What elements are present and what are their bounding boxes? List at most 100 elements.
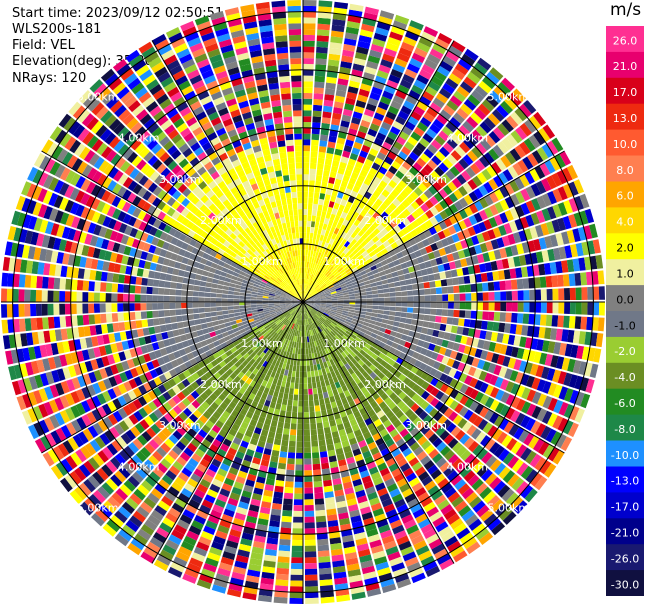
ppi-gate: [329, 287, 336, 292]
ppi-gate: [304, 534, 316, 541]
ppi-gate: [269, 425, 277, 433]
ppi-gate: [417, 339, 425, 347]
ppi-gate: [60, 380, 70, 394]
ppi-gate: [438, 162, 449, 173]
ppi-gate: [456, 85, 470, 98]
ppi-gate: [355, 537, 368, 546]
ppi-gate: [315, 327, 319, 334]
ppi-gate: [321, 468, 331, 476]
ppi-gate: [343, 294, 350, 298]
ppi-gate: [391, 326, 399, 332]
ppi-gate: [356, 543, 370, 552]
ppi-gate: [238, 426, 247, 435]
ppi-gate: [573, 179, 585, 194]
ppi-gate: [557, 217, 567, 231]
ppi-gate: [306, 292, 311, 298]
ppi-gate: [332, 19, 346, 27]
ppi-gate: [273, 596, 288, 604]
ppi-gate: [426, 174, 436, 185]
ppi-gate: [212, 320, 219, 327]
ppi-gate: [328, 286, 335, 290]
ppi-gate: [409, 441, 420, 452]
ppi-gate: [334, 325, 341, 331]
ppi-gate: [424, 429, 435, 440]
ppi-gate: [361, 225, 369, 233]
ppi-gate: [477, 302, 483, 311]
ppi-gate: [340, 337, 347, 343]
ppi-gate: [148, 455, 160, 466]
ppi-gate: [515, 126, 528, 140]
ppi-gate: [395, 170, 405, 180]
ppi-gate: [128, 294, 135, 302]
ppi-gate: [584, 331, 592, 346]
ppi-gate: [113, 374, 123, 385]
ppi-gate: [326, 250, 332, 257]
ppi-gate: [105, 293, 112, 302]
ppi-gate: [291, 551, 303, 558]
ppi-gate: [396, 578, 412, 589]
ppi-gate: [332, 336, 338, 343]
ppi-gate: [181, 290, 188, 296]
ppi-gate: [535, 289, 542, 301]
ppi-gate: [398, 131, 410, 141]
ppi-gate: [27, 391, 38, 407]
ppi-gate: [505, 345, 514, 357]
ppi-gate: [432, 437, 443, 448]
ppi-gate: [303, 400, 309, 407]
ppi-gate: [463, 470, 476, 483]
ppi-gate: [380, 259, 388, 266]
ppi-gate: [305, 273, 308, 279]
ppi-gate: [314, 221, 320, 228]
ppi-gate: [279, 451, 288, 458]
ppi-gate: [352, 315, 360, 320]
ppi-gate: [495, 158, 507, 171]
ppi-gate: [290, 376, 296, 383]
ppi-gate: [372, 294, 379, 298]
ppi-gate: [303, 151, 310, 157]
ppi-gate: [379, 428, 389, 438]
ppi-gate: [264, 341, 271, 348]
ppi-gate: [257, 310, 264, 314]
ppi-gate: [419, 247, 428, 256]
ppi-gate: [101, 482, 115, 495]
ppi-gate: [290, 358, 294, 366]
ppi-gate: [102, 446, 114, 460]
ppi-gate: [441, 255, 449, 264]
ppi-gate: [402, 217, 411, 227]
ppi-gate: [325, 319, 332, 324]
ppi-gate: [303, 220, 307, 227]
ppi-gate: [344, 487, 355, 495]
ppi-gate: [313, 315, 318, 321]
ppi-gate: [320, 299, 327, 301]
ppi-gate: [43, 417, 55, 432]
ppi-gate: [345, 382, 353, 390]
ppi-gate: [321, 314, 328, 319]
ppi-gate: [375, 27, 389, 37]
ppi-gate: [247, 349, 254, 356]
ppi-gate: [445, 169, 456, 181]
ppi-gate: [336, 399, 343, 407]
ppi-gate: [303, 5, 317, 12]
ppi-gate: [472, 523, 486, 536]
ppi-gate: [247, 443, 257, 452]
ppi-gate: [316, 351, 321, 358]
ppi-gate: [348, 309, 355, 313]
ppi-gate: [64, 291, 71, 302]
ppi-gate: [312, 335, 316, 342]
ppi-gate: [463, 275, 471, 284]
ppi-gate: [205, 520, 218, 530]
ppi-gate: [519, 122, 532, 137]
ppi-gate: [394, 286, 402, 292]
ppi-gate: [346, 316, 353, 321]
ppi-gate: [309, 406, 315, 413]
ppi-gate: [346, 91, 358, 100]
ppi-gate: [524, 171, 535, 185]
ppi-gate: [369, 224, 377, 232]
ppi-gate: [415, 466, 426, 477]
ppi-gate: [546, 175, 557, 190]
ppi-gate: [289, 586, 303, 593]
ppi-gate: [303, 180, 309, 186]
ppi-gate: [524, 253, 533, 265]
ppi-gate: [364, 315, 372, 320]
ppi-gate: [257, 440, 266, 448]
